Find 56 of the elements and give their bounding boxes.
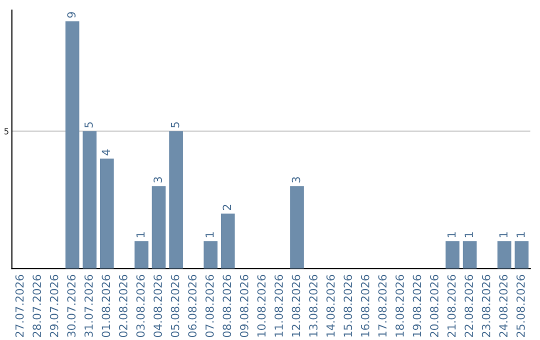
x-tick-label: 07.08.2026	[205, 274, 214, 338]
data-label: 1	[464, 232, 473, 238]
x-tick-label: 18.08.2026	[396, 274, 404, 337]
x-tick-label: 27.07.2026	[15, 274, 24, 337]
x-tick-label: 11.08.2026	[274, 274, 283, 337]
x-tick-label: 06.08.2026	[188, 274, 197, 338]
bar	[100, 158, 114, 269]
x-tick-label: 05.08.2026	[170, 274, 180, 338]
bar	[169, 131, 183, 269]
data-label: 3	[154, 177, 162, 183]
x-tick-label: 10.08.2026	[257, 274, 266, 337]
bar	[446, 241, 460, 269]
x-tick-label: 14.08.2026	[326, 274, 335, 337]
x-tick-label: 01.08.2026	[102, 274, 110, 338]
bar	[204, 241, 218, 269]
bar	[497, 241, 512, 269]
x-tick-label: 19.08.2026	[412, 274, 422, 337]
data-label: 2	[222, 204, 231, 210]
x-tick-label: 30.07.2026	[67, 274, 76, 337]
x-tick-label: 20.08.2026	[430, 274, 438, 337]
data-label: 4	[102, 149, 110, 156]
data-label: 1	[499, 232, 508, 238]
x-tick-label: 09.08.2026	[240, 274, 248, 338]
x-tick-label: 22.08.2026	[464, 274, 474, 337]
bar	[134, 241, 148, 269]
x-tick-label: 17.08.2026	[378, 274, 387, 337]
bar	[462, 241, 477, 269]
bar	[220, 214, 235, 269]
x-tick-label: 28.07.2026	[32, 274, 42, 337]
data-label: 5	[84, 122, 93, 128]
x-tick-label: 21.08.2026	[447, 274, 456, 337]
data-label: 3	[292, 177, 300, 183]
data-label: 1	[136, 232, 145, 238]
bar	[290, 186, 304, 269]
bar	[514, 241, 529, 269]
x-tick-label: 08.08.2026	[222, 274, 232, 338]
bar	[82, 131, 97, 269]
x-tick-label: 03.08.2026	[136, 274, 145, 338]
x-tick-label: 13.08.2026	[309, 274, 318, 337]
data-label: 1	[206, 232, 214, 238]
x-tick-label: 29.07.2026	[50, 274, 58, 337]
data-label: 9	[67, 12, 76, 18]
bar	[65, 21, 80, 269]
data-label: 5	[171, 122, 180, 128]
x-tick-label: 16.08.2026	[360, 274, 370, 337]
x-tick-label: 04.08.2026	[154, 274, 162, 338]
x-tick-label: 02.08.2026	[119, 274, 128, 338]
x-tick-label: 23.08.2026	[482, 274, 490, 337]
x-tick-label: 31.07.2026	[84, 274, 93, 337]
x-tick-label: 24.08.2026	[499, 274, 508, 337]
x-tick-label: 12.08.2026	[292, 274, 300, 337]
data-label: 1	[447, 232, 456, 238]
x-tick-label: 25.08.2026	[516, 274, 525, 337]
x-tick-label: 15.08.2026	[344, 274, 352, 337]
data-label: 1	[516, 232, 525, 238]
bar	[152, 186, 166, 269]
